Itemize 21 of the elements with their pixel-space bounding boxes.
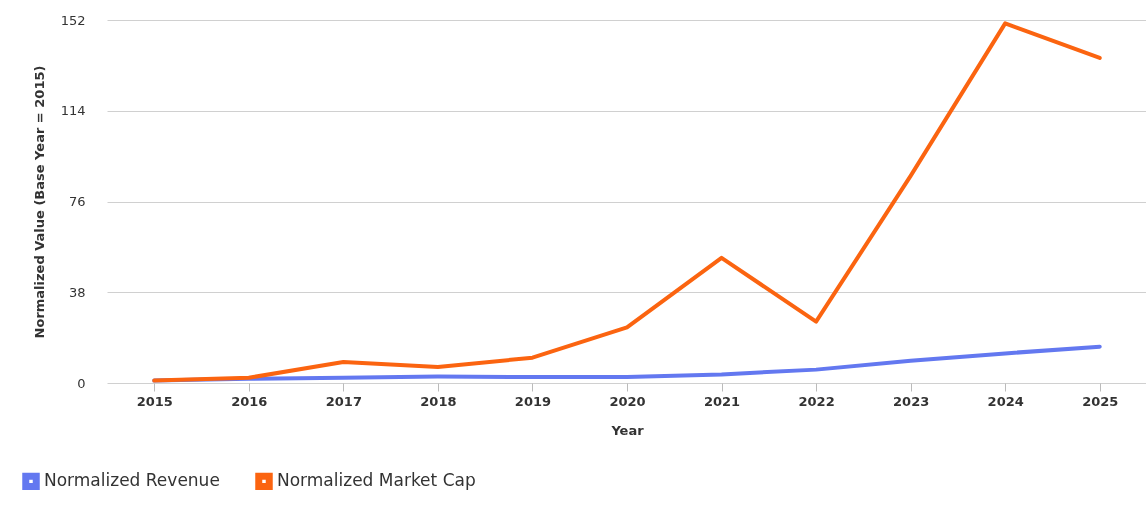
y-tick-label: 76 xyxy=(68,194,86,209)
x-tick-label: 2019 xyxy=(514,393,552,409)
y-tick-label: 152 xyxy=(60,12,86,28)
legend-label: Normalized Revenue xyxy=(44,470,220,491)
y-tick-label: 114 xyxy=(60,103,86,119)
line-series xyxy=(152,21,1102,383)
x-tick-label: 2024 xyxy=(987,393,1024,409)
legend-label: Normalized Market Cap xyxy=(277,470,476,491)
x-tick-label: 2023 xyxy=(893,393,930,409)
x-tick-label: 2025 xyxy=(1082,393,1119,409)
x-tick-label: 2016 xyxy=(231,393,268,409)
y-axis-title: Normalized Value (Base Year = 2015) xyxy=(31,65,47,339)
x-tick-label: 2021 xyxy=(703,393,741,409)
x-tick-label: 2017 xyxy=(325,393,362,409)
y-tick-label: 0 xyxy=(77,375,86,391)
x-tick-label: 2015 xyxy=(136,393,173,409)
x-tick-label: 2020 xyxy=(609,393,646,409)
x-tick-label: 2018 xyxy=(420,393,457,409)
y-tick-label: 38 xyxy=(68,284,86,300)
x-tick-label: 2022 xyxy=(798,393,835,409)
x-axis-title: Year xyxy=(610,422,645,438)
